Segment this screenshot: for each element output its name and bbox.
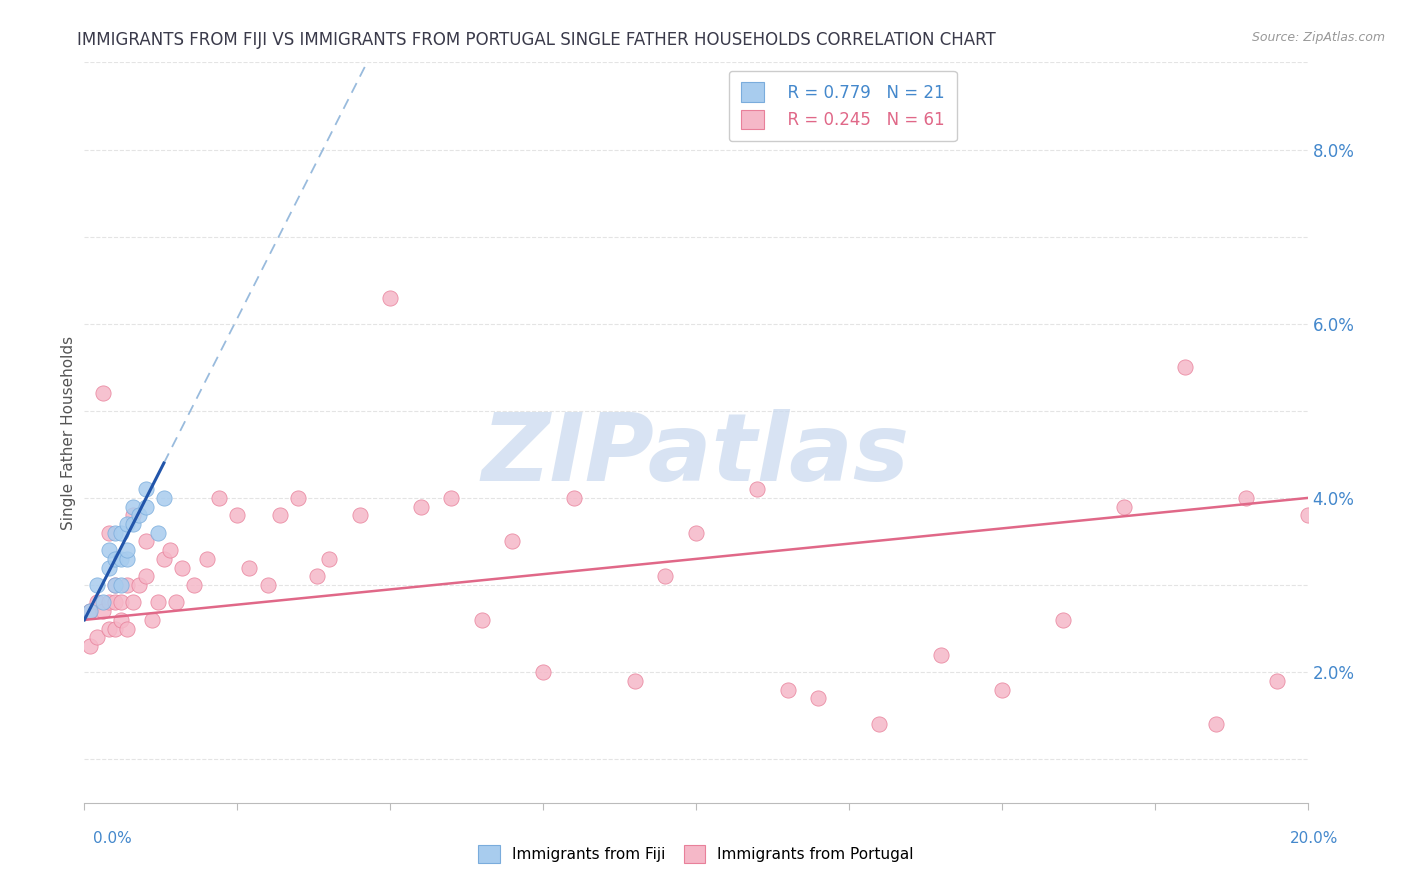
Legend: Immigrants from Fiji, Immigrants from Portugal: Immigrants from Fiji, Immigrants from Po… [472,839,920,869]
Point [115,552,138,566]
Point [97,525,120,540]
Point [115,578,138,592]
Point [110,552,132,566]
Point [318,552,340,566]
Point [747,482,769,496]
Point [110,595,132,609]
Point [685,525,707,540]
Point [122,517,145,532]
Point [128,578,150,592]
Text: 20.0%: 20.0% [1291,831,1339,846]
Point [807,691,830,706]
Point [869,717,891,731]
Point [471,613,494,627]
Point [135,534,157,549]
Point [1114,500,1136,514]
Point [991,682,1014,697]
Point [97,595,120,609]
Point [502,534,524,549]
Point [1265,673,1288,688]
Point [1174,360,1197,375]
Point [115,517,138,532]
Point [238,560,260,574]
Text: 0.0%: 0.0% [93,831,132,846]
Point [1296,508,1319,523]
Point [86,578,108,592]
Point [115,622,138,636]
Text: IMMIGRANTS FROM FIJI VS IMMIGRANTS FROM PORTUGAL SINGLE FATHER HOUSEHOLDS CORREL: IMMIGRANTS FROM FIJI VS IMMIGRANTS FROM … [77,31,995,49]
Point [1205,717,1227,731]
Point [159,543,181,558]
Point [104,525,127,540]
Point [380,291,402,305]
Point [409,500,432,514]
Point [776,682,799,697]
Text: ZIPatlas: ZIPatlas [482,409,910,500]
Point [135,482,157,496]
Point [624,673,647,688]
Point [1052,613,1074,627]
Point [122,595,145,609]
Point [104,578,127,592]
Point [115,543,138,558]
Point [104,595,127,609]
Point [172,560,194,574]
Y-axis label: Single Father Households: Single Father Households [60,335,76,530]
Point [91,604,114,618]
Point [287,491,309,505]
Point [91,595,114,609]
Point [135,500,157,514]
Point [141,613,163,627]
Point [165,595,187,609]
Point [1236,491,1258,505]
Point [128,508,150,523]
Point [183,578,205,592]
Point [86,595,108,609]
Point [122,500,145,514]
Point [195,552,218,566]
Point [305,569,328,583]
Point [110,525,132,540]
Point [91,386,114,401]
Point [208,491,231,505]
Point [110,578,132,592]
Point [79,604,101,618]
Text: Source: ZipAtlas.com: Source: ZipAtlas.com [1251,31,1385,45]
Point [97,560,120,574]
Point [226,508,249,523]
Point [97,543,120,558]
Point [97,622,120,636]
Point [531,665,554,680]
Point [122,508,145,523]
Point [929,648,952,662]
Point [153,552,176,566]
Point [153,491,176,505]
Point [104,578,127,592]
Point [257,578,280,592]
Point [146,595,169,609]
Point [86,630,108,644]
Point [146,525,169,540]
Point [562,491,585,505]
Point [104,552,127,566]
Point [79,604,101,618]
Point [135,569,157,583]
Point [79,639,101,653]
Point [110,613,132,627]
Point [269,508,291,523]
Point [440,491,463,505]
Point [654,569,676,583]
Point [349,508,371,523]
Point [104,622,127,636]
